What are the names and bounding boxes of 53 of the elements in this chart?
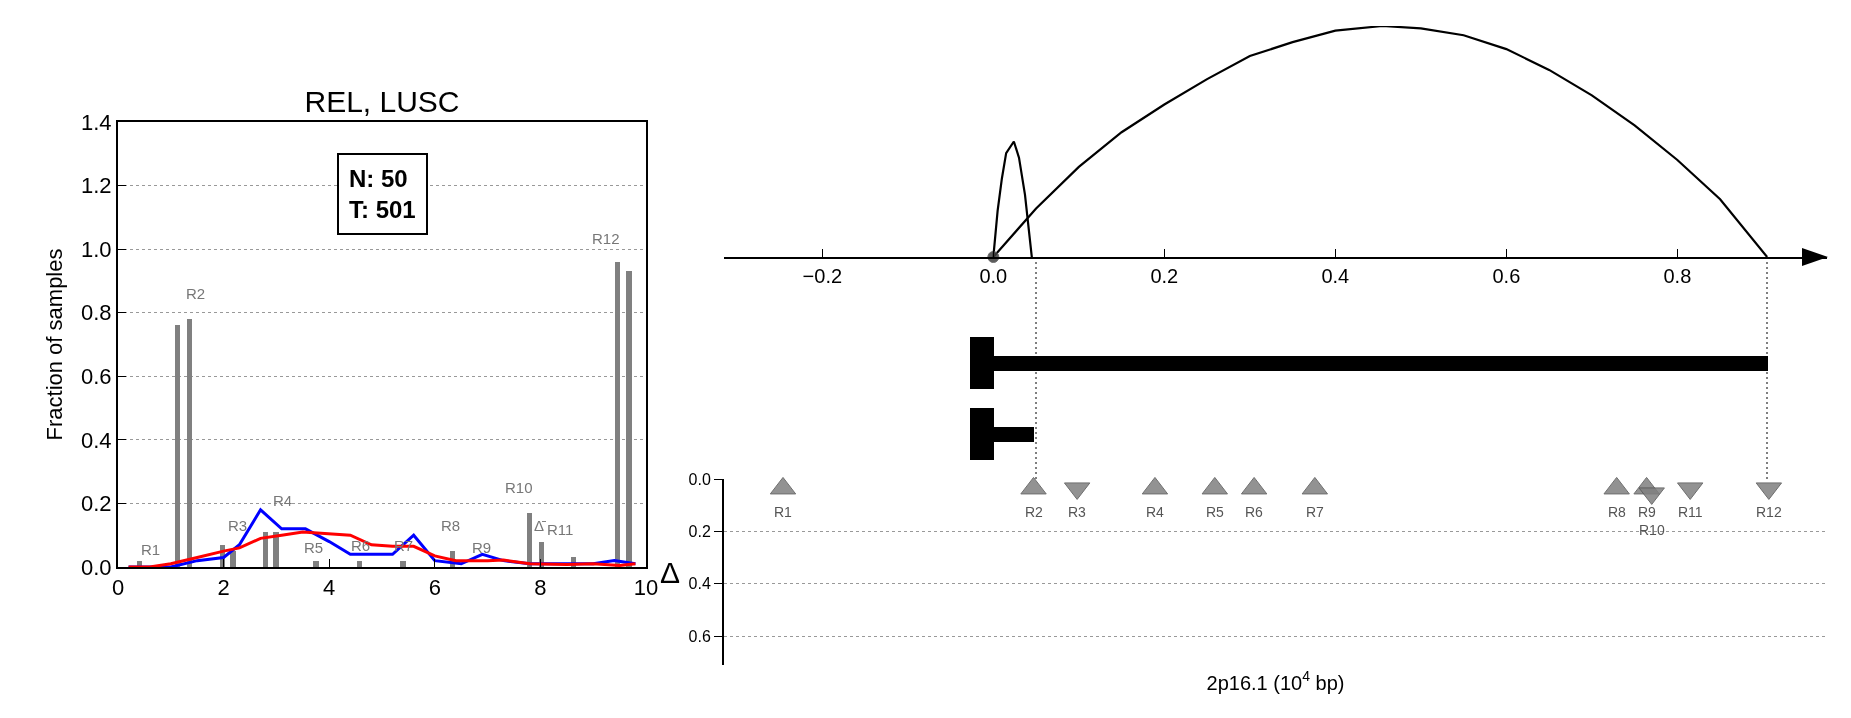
- x-axis-title: 2p16.1 (10$^{4}$ bp): [1206, 668, 1345, 694]
- annotation: R1: [141, 541, 161, 558]
- annotation: R7: [1306, 504, 1325, 520]
- x-tick-label: 0.6: [1492, 265, 1521, 287]
- annotation: R11: [1678, 504, 1703, 520]
- y-tick-label: 0.0: [688, 470, 711, 488]
- x-tick-label: 10: [633, 575, 659, 601]
- annotation: R10: [505, 479, 533, 496]
- y-tick-label: 0.2: [81, 491, 112, 517]
- x-tick-label: 0: [111, 575, 125, 601]
- annotation: R3: [1068, 504, 1087, 520]
- annotation: R3: [228, 517, 248, 534]
- x-tick-label: 6: [428, 575, 441, 601]
- annotation: R7: [394, 537, 414, 554]
- x-tick-label: 2: [217, 575, 230, 601]
- y-axis-title: Δ: [660, 556, 681, 589]
- y-tick-label: 1.2: [81, 173, 112, 199]
- annotation: N: 50 T: 501: [349, 165, 416, 224]
- y-tick-label: 0.0: [81, 554, 112, 580]
- annotation: R6: [351, 537, 371, 554]
- annotation: R1: [774, 504, 793, 520]
- annotation: R5: [1206, 504, 1225, 520]
- annotation: R8: [441, 517, 461, 534]
- y-axis-title: Fraction of samples: [42, 248, 68, 441]
- chart-title: REL, LUSC: [304, 85, 460, 118]
- annotation: R2: [186, 285, 206, 302]
- annotation: R11: [547, 521, 574, 538]
- x-tick-label: −0.2: [802, 265, 843, 287]
- x-tick-label: 8: [534, 575, 547, 601]
- x-tick-label: 0.8: [1663, 265, 1692, 287]
- annotation: R5: [304, 539, 324, 556]
- annotation: R8: [1608, 504, 1627, 520]
- y-tick-label: 1.0: [81, 236, 112, 262]
- x-tick-label: 0.4: [1321, 265, 1350, 287]
- y-tick-label: 0.4: [81, 427, 112, 453]
- annotation: R9: [1638, 504, 1657, 520]
- y-tick-label: 0.6: [81, 363, 112, 389]
- annotation: R9: [472, 539, 492, 556]
- annotation: R4: [1146, 504, 1165, 520]
- x-tick-label: 4: [323, 575, 336, 601]
- y-tick-label: 0.8: [81, 300, 112, 326]
- y-tick-label: 0.6: [688, 627, 711, 645]
- annotation: R4: [273, 492, 293, 509]
- annotation: R12: [1756, 504, 1782, 520]
- y-tick-label: 0.2: [688, 522, 711, 540]
- annotation: R6: [1245, 504, 1264, 520]
- x-tick-label: 0.2: [1150, 265, 1179, 287]
- annotation: R10: [1639, 522, 1665, 538]
- y-tick-label: 1.4: [81, 109, 112, 135]
- annotation: R2: [1025, 504, 1044, 520]
- annotation: Δ̄: [534, 517, 547, 534]
- annotation: R12: [592, 230, 620, 247]
- x-tick-label: 0.0: [979, 265, 1008, 287]
